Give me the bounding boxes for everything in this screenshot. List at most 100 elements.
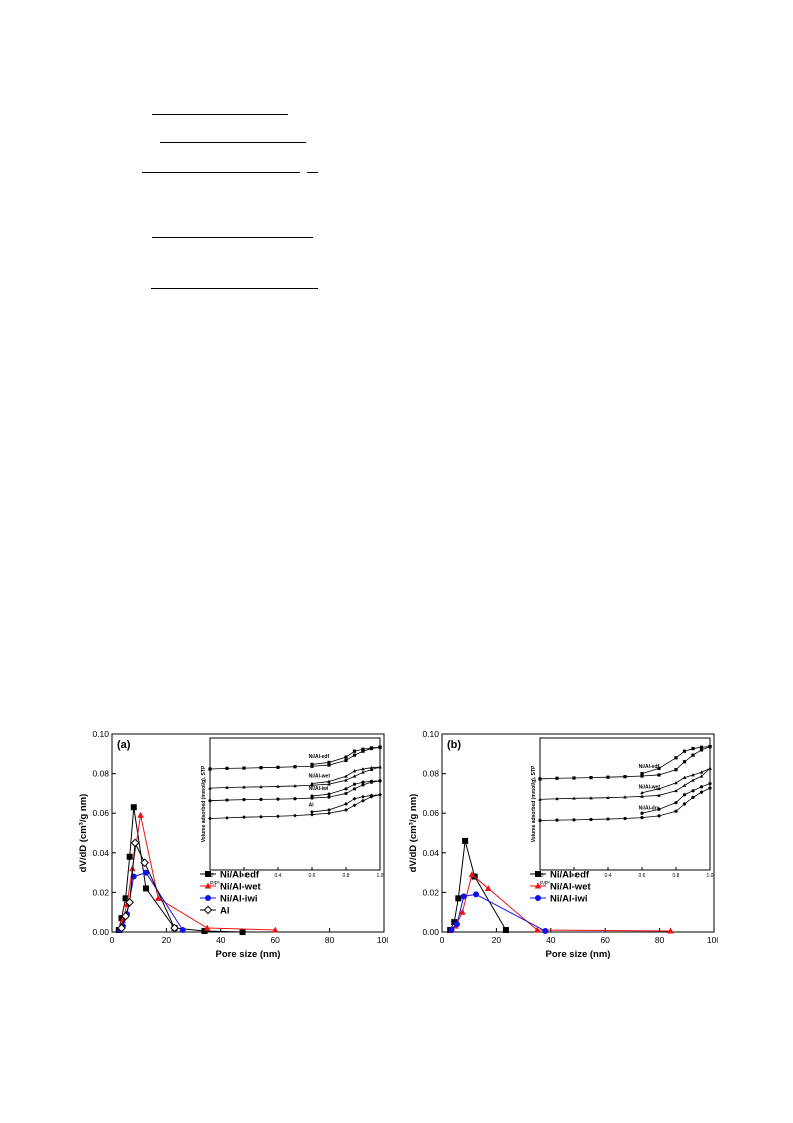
x-axis-label: Pore size (nm) — [546, 949, 611, 960]
inset-point — [259, 785, 263, 789]
data-point — [126, 853, 133, 860]
inset-point — [640, 774, 644, 778]
inset-point — [352, 753, 357, 757]
legend-label: Ni/Al-iwi — [220, 894, 257, 905]
inset-point — [327, 782, 331, 786]
panel-label: (a) — [117, 739, 131, 751]
x-tick-label: 60 — [600, 935, 610, 945]
inset-series-Ni/Al-wet — [538, 766, 712, 801]
inset-x-tick-label: 0.4 — [605, 873, 612, 879]
data-point — [462, 837, 469, 844]
inset-point — [640, 794, 644, 798]
data-point — [137, 811, 144, 818]
y-tick-label: 0.00 — [422, 927, 439, 937]
y-tick-label: 0.10 — [422, 729, 439, 739]
table-rule-3b — [307, 172, 318, 173]
inset-point — [378, 765, 382, 769]
legend-label: Ni/Al-iwi — [550, 894, 587, 905]
inset-point — [378, 779, 382, 783]
inset-point — [293, 813, 297, 818]
inset-point — [699, 774, 704, 778]
inset-point — [699, 770, 704, 774]
legend-marker — [204, 882, 212, 889]
inset-point — [242, 785, 246, 789]
inset-point — [352, 796, 357, 801]
data-point — [448, 927, 455, 934]
legend-label: Al — [220, 906, 230, 917]
inset-point — [691, 778, 695, 782]
inset-point — [378, 745, 382, 749]
inset-point — [361, 767, 365, 771]
inset-point — [208, 799, 212, 803]
y-tick-label: 0.06 — [422, 808, 439, 818]
inset-point — [344, 802, 348, 806]
inset-series-Ni/Al-edf — [538, 744, 712, 781]
inset-point — [538, 818, 542, 823]
inset-point — [378, 792, 382, 797]
inset-frame — [209, 737, 381, 871]
data-point — [460, 893, 467, 900]
data-point — [271, 926, 279, 933]
inset-point — [657, 786, 661, 791]
data-point — [468, 871, 476, 878]
inset-point — [310, 764, 314, 768]
data-point — [170, 923, 179, 933]
table-rule-5 — [151, 288, 318, 289]
data-point — [203, 924, 211, 931]
inset-point — [691, 773, 695, 777]
inset-point — [682, 793, 687, 797]
data-point — [140, 858, 149, 868]
inset-point — [691, 746, 695, 751]
y-tick-label: 0.00 — [92, 927, 109, 937]
inset-point — [606, 795, 610, 800]
x-tick-label: 40 — [546, 935, 556, 945]
inset-point — [310, 794, 314, 798]
inset-point — [344, 755, 348, 759]
x-tick-label: 100 — [707, 935, 718, 945]
inset-point — [327, 811, 331, 816]
data-point — [542, 928, 549, 935]
inset-point — [344, 791, 348, 796]
inset-point — [699, 790, 704, 794]
inset-point — [699, 785, 704, 789]
y-tick-label: 0.04 — [92, 848, 109, 858]
inset-point — [327, 779, 331, 783]
data-point — [667, 927, 674, 934]
inset-series-label: Ni/Al-wet — [309, 773, 331, 779]
inset-point — [640, 772, 644, 776]
x-tick-label: 40 — [216, 935, 226, 945]
data-point — [117, 923, 126, 933]
inset-point — [242, 766, 246, 770]
inset-point — [682, 749, 687, 753]
data-point — [121, 911, 130, 921]
data-point — [122, 895, 129, 902]
inset-point — [361, 749, 365, 753]
x-tick-label: 80 — [325, 935, 335, 945]
inset-x-tick-label: 1.0 — [707, 873, 714, 879]
inset-series-label: Ni/Al-wet — [639, 784, 661, 790]
inset-point — [361, 747, 365, 751]
inset-point — [344, 758, 348, 763]
inset-point — [657, 773, 661, 777]
inset-point — [657, 793, 661, 797]
inset-point — [555, 776, 559, 780]
x-tick-label: 0 — [440, 935, 445, 945]
inset-x-tick-label: 0.2 — [241, 873, 248, 879]
inset-point — [276, 814, 280, 819]
inset-point — [369, 765, 374, 770]
inset-point — [640, 811, 644, 815]
inset-point — [708, 781, 712, 786]
data-point — [459, 908, 466, 915]
y-tick-label: 0.02 — [92, 887, 109, 897]
inset-point — [674, 801, 678, 805]
data-point — [118, 915, 125, 922]
data-point — [143, 869, 149, 876]
x-axis-label: Pore size (nm) — [216, 949, 281, 960]
inset-point — [361, 770, 365, 774]
inset-point — [327, 763, 331, 767]
legend-label: Ni/Al-wet — [550, 882, 591, 893]
inset-point — [708, 744, 712, 749]
inset-point — [310, 762, 314, 766]
inset-x-tick-label: 1.0 — [377, 873, 384, 879]
inset-point — [708, 766, 712, 770]
